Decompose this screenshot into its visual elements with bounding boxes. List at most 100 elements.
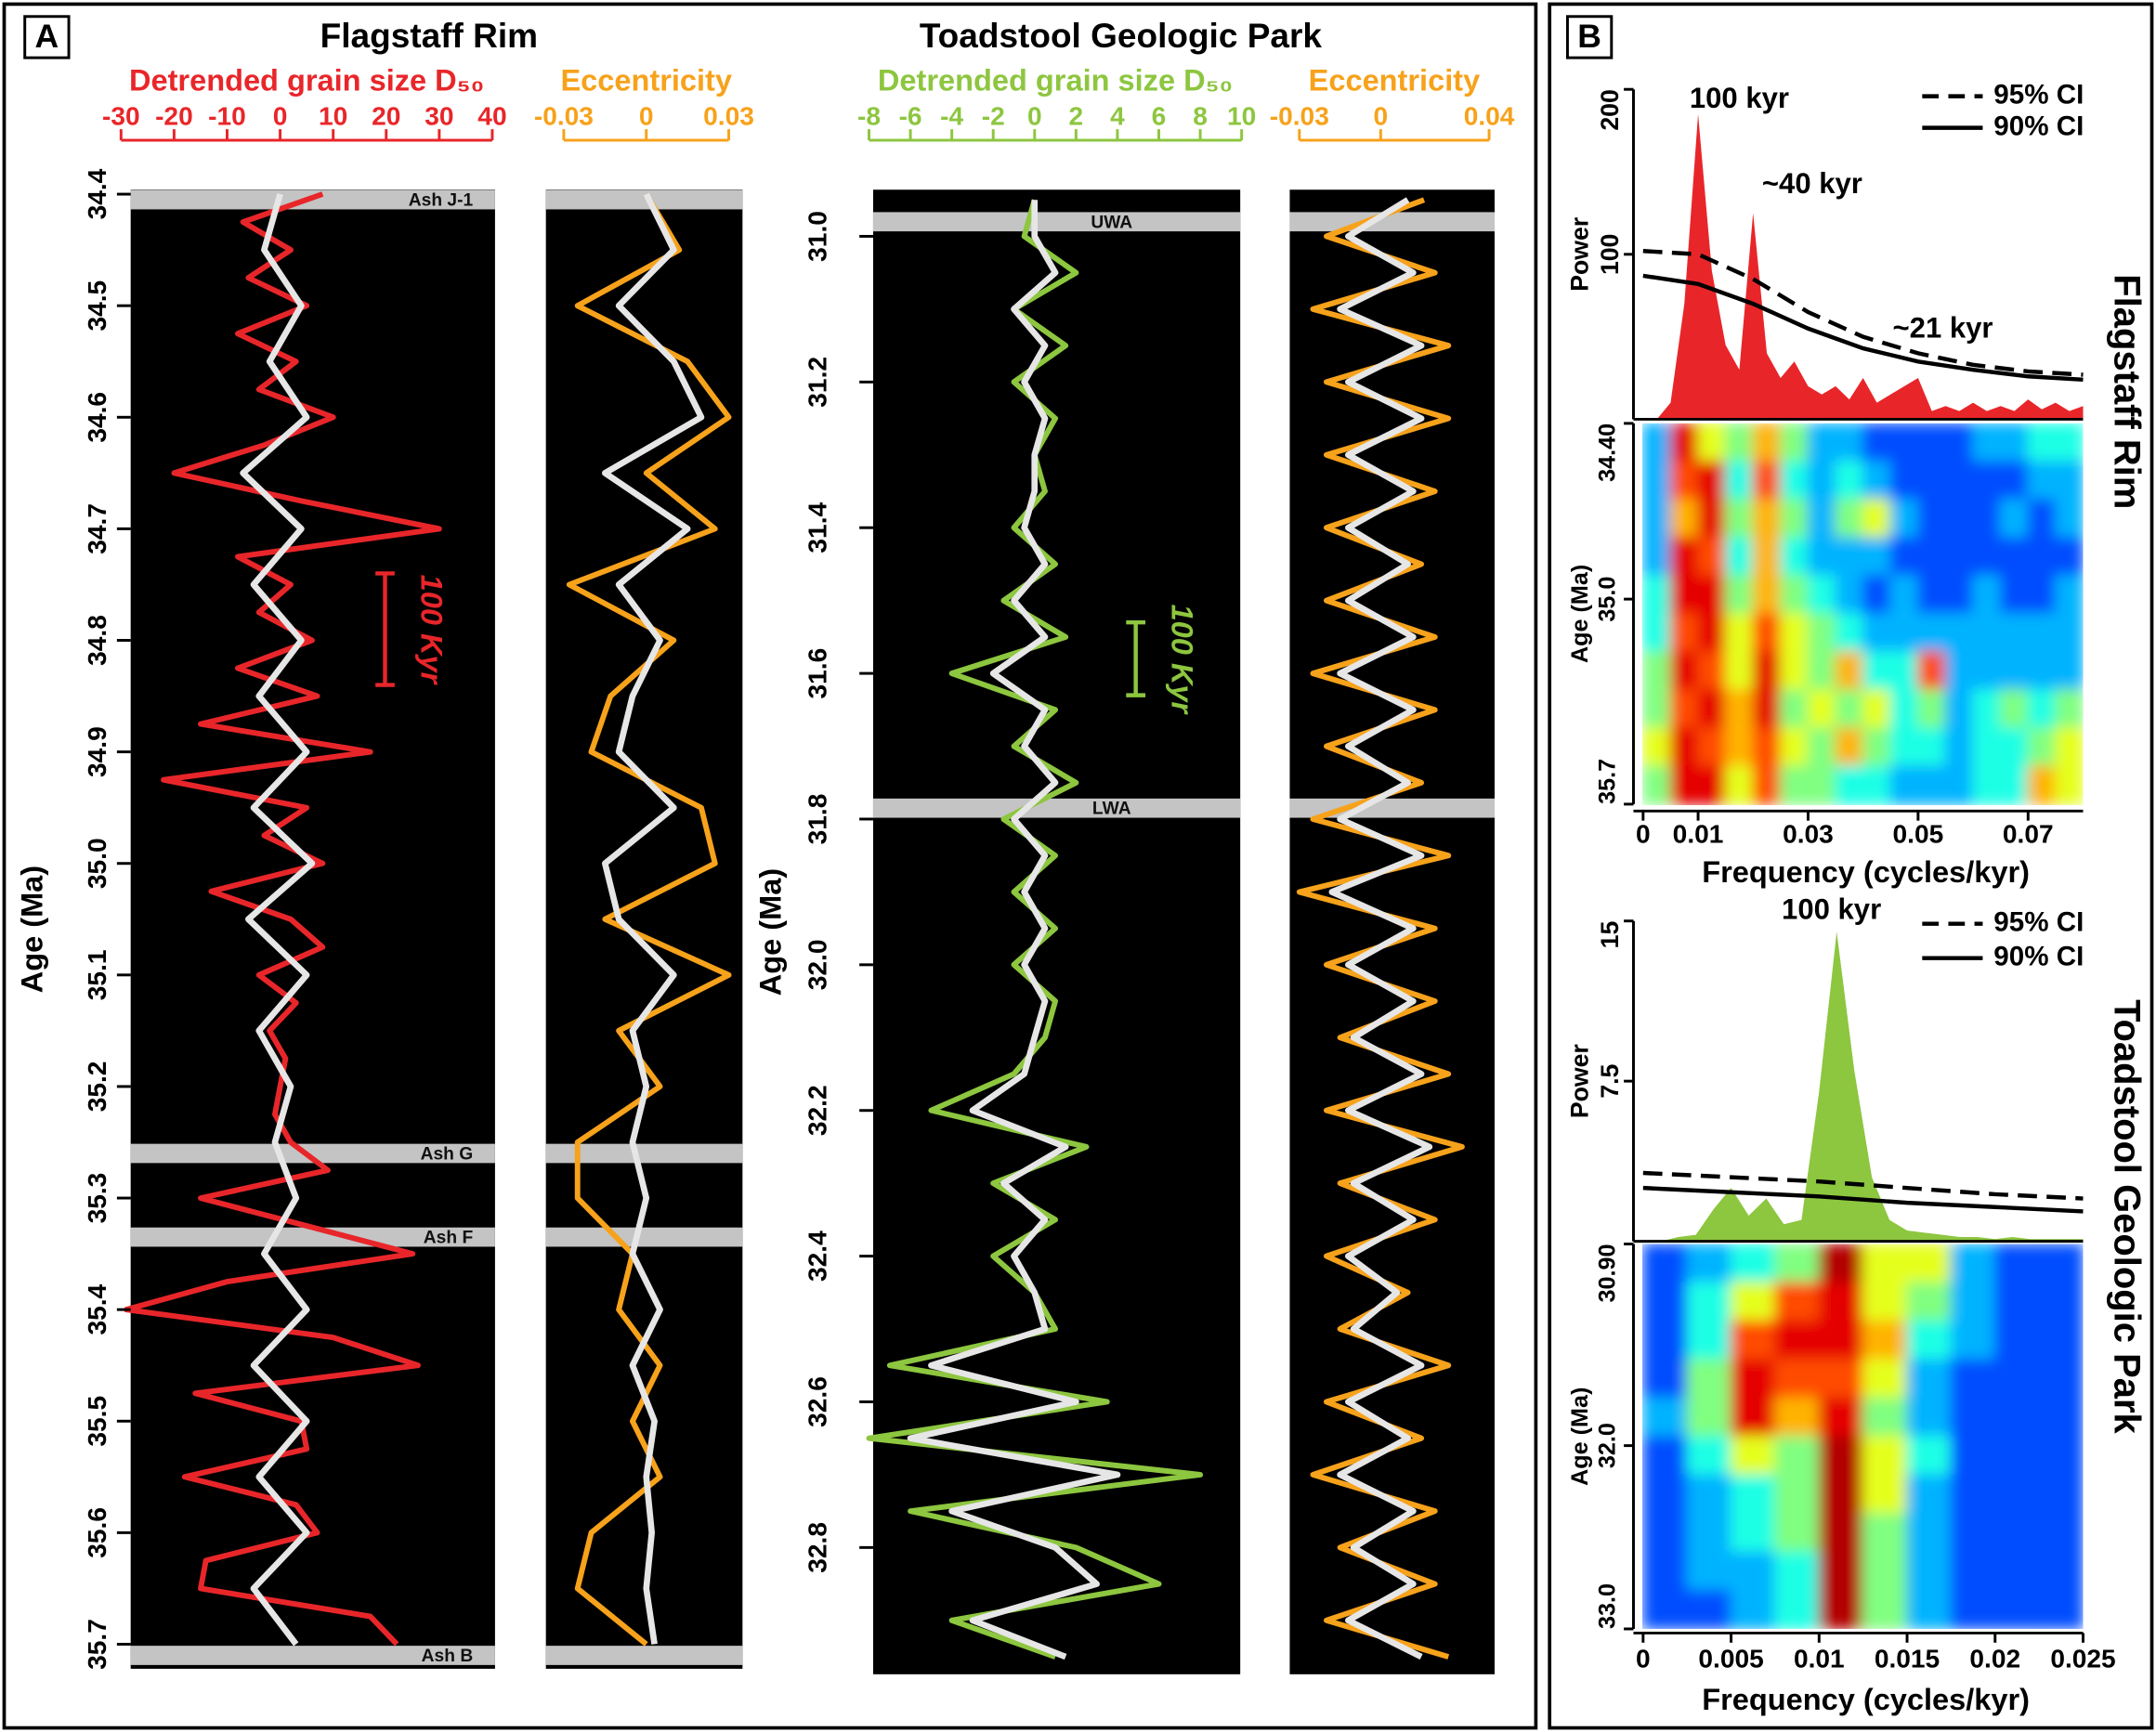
- x-tick-label: 10: [319, 102, 347, 131]
- heatmap-cell: [1730, 1244, 1776, 1283]
- heatmap-cell: [1862, 1359, 1908, 1400]
- heatmap-cell: [1642, 1436, 1688, 1476]
- heatmap-cell: [1730, 1359, 1776, 1400]
- confidence-line: [1642, 273, 2084, 383]
- heatmap-cell: [1944, 613, 1974, 653]
- x-tick-label: 0: [273, 102, 288, 131]
- ash-band: [130, 1143, 495, 1164]
- ash-band: [545, 1227, 743, 1247]
- heatmap-cell: [1642, 537, 1672, 577]
- heatmap-cell: [1697, 613, 1727, 653]
- heatmap-cell: [1972, 575, 2002, 615]
- heatmap-cell: [1950, 1359, 1996, 1400]
- y-tick-label: 30.90: [1594, 1244, 1620, 1303]
- series-line: [1328, 197, 1433, 1660]
- heatmap-cell: [1917, 689, 1947, 729]
- heatmap-cell: [1807, 613, 1836, 653]
- heatmap-cell: [1730, 1512, 1776, 1553]
- series-line: [240, 193, 316, 1647]
- x-tick-label: 0: [1374, 102, 1389, 131]
- heatmap-cell: [2055, 727, 2084, 767]
- heatmap-cell: [1862, 1436, 1908, 1476]
- heatmap-cell: [1835, 727, 1864, 767]
- y-tick-label: 34.7: [83, 503, 111, 554]
- heatmap-cell: [1642, 1244, 1688, 1283]
- heatmap-cell: [1669, 689, 1699, 729]
- heatmap-cell: [1999, 423, 2030, 462]
- heatmap-cell: [1774, 1551, 1821, 1592]
- series-line: [601, 192, 705, 1645]
- heatmap-cell: [1950, 1282, 1996, 1322]
- heatmap-cell: [1999, 499, 2030, 539]
- heatmap-cell: [1642, 1512, 1688, 1553]
- x-tick-label: 4: [1110, 102, 1125, 131]
- chart-title: Flagstaff Rim: [320, 17, 538, 55]
- heatmap-cell: [1752, 461, 1782, 501]
- heatmap-cell: [1642, 1397, 1688, 1438]
- heatmap-cell: [1642, 1359, 1688, 1400]
- heatmap-cell: [1774, 1589, 1821, 1629]
- x-tick-label: 2: [1069, 102, 1084, 131]
- heatmap-cell: [1807, 727, 1836, 767]
- x-tick-label: 0.02: [1969, 1644, 2020, 1673]
- heatmap-cell: [1994, 1589, 2040, 1629]
- heatmap-cell: [1906, 1551, 1953, 1592]
- y-tick-label: 31.2: [804, 357, 832, 408]
- heatmap-cell: [1862, 765, 1892, 805]
- band-label: Ash B: [422, 1647, 474, 1666]
- heatmap-cell: [2027, 423, 2057, 462]
- x-tick-label: 0: [1636, 1644, 1651, 1673]
- plot-area: [1289, 189, 1495, 1674]
- x-tick-label: -10: [208, 102, 246, 131]
- heatmap-cell: [1818, 1244, 1864, 1283]
- heatmap-cell: [1686, 1474, 1732, 1515]
- heatmap-cell: [2055, 461, 2084, 501]
- heatmap-cell: [1917, 765, 1947, 805]
- heatmap-cell: [1774, 1282, 1821, 1322]
- x-tick-label: 0.01: [1673, 819, 1724, 848]
- band-label: Ash G: [421, 1145, 474, 1165]
- y-axis-label: Age (Ma): [1567, 565, 1593, 663]
- heatmap-cell: [1697, 423, 1727, 462]
- heatmap-cell: [1917, 727, 1947, 767]
- x-tick-label: 0.025: [2050, 1644, 2115, 1673]
- heatmap-cell: [1972, 537, 2002, 577]
- heatmap-cell: [1818, 1589, 1864, 1629]
- heatmap-cell: [1972, 461, 2002, 501]
- heatmap: [1642, 423, 2084, 805]
- heatmap-cell: [1906, 1512, 1953, 1553]
- x-tick-label: 0.03: [703, 102, 754, 131]
- heatmap-cell: [1730, 1436, 1776, 1476]
- plot-area: [872, 189, 1241, 1674]
- heatmap-cell: [1917, 575, 1947, 615]
- heatmap-cell: [1724, 423, 1754, 462]
- heatmap-cell: [1994, 1474, 2040, 1515]
- heatmap-cell: [1999, 461, 2030, 501]
- x-tick-label: 0: [1027, 102, 1042, 131]
- y-tick-label: 31.0: [804, 211, 832, 262]
- y-tick-label: 35.7: [1594, 759, 1620, 804]
- heatmap-cell: [1818, 1397, 1864, 1438]
- heatmap-cell: [1669, 727, 1699, 767]
- heatmap-cell: [1944, 727, 1974, 767]
- x-tick-label: -8: [857, 102, 881, 131]
- heatmap-cell: [1642, 575, 1672, 615]
- peak-annotation: ~21 kyr: [1893, 311, 1993, 344]
- y-tick-label: 31.4: [804, 501, 832, 553]
- heatmap-cell: [1697, 575, 1727, 615]
- heatmap-cell: [1774, 1474, 1821, 1515]
- x-tick-label: 0.07: [2003, 819, 2054, 848]
- y-tick-label: 34.9: [83, 726, 111, 777]
- heatmap-cell: [1835, 461, 1864, 501]
- panel-frame: [2, 2, 1538, 1730]
- y-tick-label: 35.1: [83, 949, 111, 1000]
- heatmap-cell: [2038, 1282, 2084, 1322]
- heatmap-cell: [1950, 1436, 1996, 1476]
- ash-band: [545, 189, 743, 210]
- series-line: [907, 200, 1121, 1660]
- heatmap-cell: [1818, 1436, 1864, 1476]
- x-tick-label: -0.03: [1270, 102, 1329, 131]
- heatmap-cell: [1697, 727, 1727, 767]
- heatmap-cell: [1862, 1282, 1908, 1322]
